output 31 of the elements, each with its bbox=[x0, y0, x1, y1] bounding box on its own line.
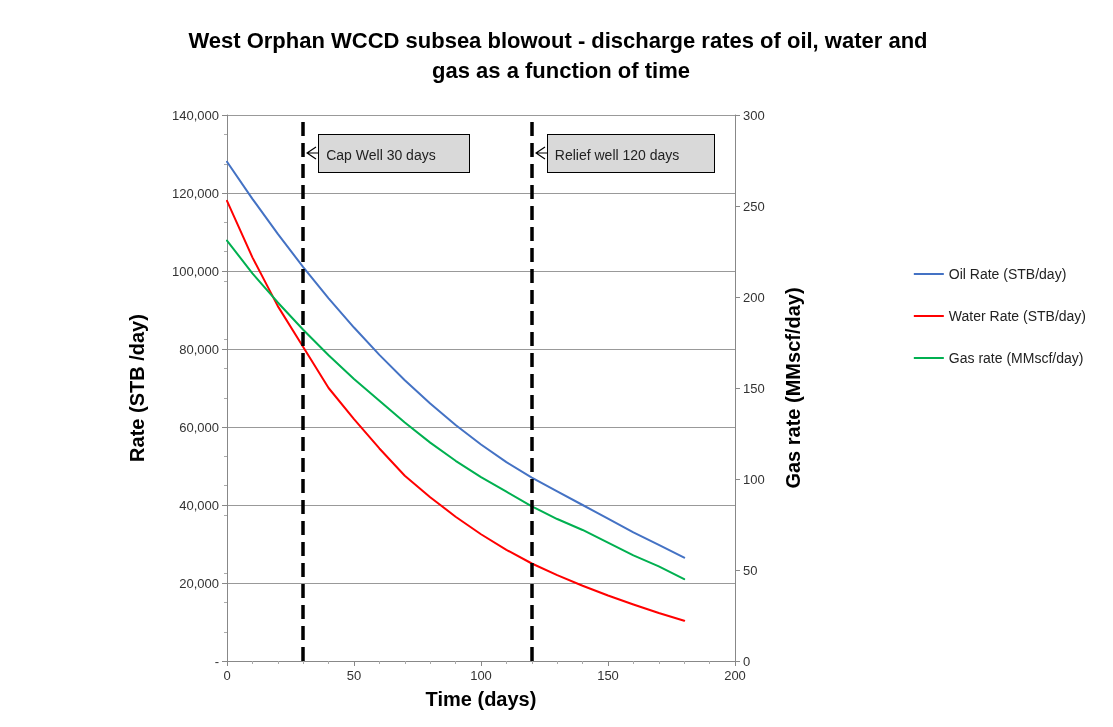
y-tick-label: 120,000 bbox=[172, 185, 219, 201]
y2-tick-label: 250 bbox=[743, 198, 765, 214]
y2-tick-label: 150 bbox=[743, 380, 765, 396]
x-tick-label: 100 bbox=[470, 668, 492, 683]
x-tick-label: 200 bbox=[724, 668, 746, 683]
legend-label: Oil Rate (STB/day) bbox=[948, 266, 1067, 282]
y-tick-label: 140,000 bbox=[172, 107, 219, 123]
ref-line-label: Cap Well 30 days bbox=[326, 147, 436, 163]
x-tick-label: 150 bbox=[597, 668, 619, 683]
y2-tick-label: 50 bbox=[743, 562, 758, 578]
line-series bbox=[226, 239, 686, 581]
y2-tick-label: 0 bbox=[743, 653, 751, 669]
y2-tick-label: 300 bbox=[743, 107, 765, 123]
y-tick-label: 60,000 bbox=[179, 419, 219, 435]
y-tick-label: 40,000 bbox=[179, 497, 219, 513]
x-tick-label: 50 bbox=[346, 668, 362, 683]
y-tick-label: 100,000 bbox=[172, 263, 219, 279]
legend-label: Water Rate (STB/day) bbox=[948, 308, 1086, 324]
legend-label: Gas rate (MMscf/day) bbox=[948, 350, 1084, 366]
y-tick-label: - bbox=[214, 653, 219, 669]
ref-line-label: Relief well 120 days bbox=[554, 147, 680, 163]
y2-axis-title: Gas rate (MMscf/day) bbox=[782, 287, 804, 489]
chart-title: West Orphan WCCD subsea blowout - discharge rates of oil, water and gas as a function of time bbox=[188, 27, 934, 83]
y-axis-title: Rate (STB /day) bbox=[126, 314, 148, 462]
y-tick-label: 20,000 bbox=[179, 575, 219, 591]
y2-tick-label: 100 bbox=[743, 471, 765, 487]
line-series bbox=[226, 199, 686, 622]
x-axis-title: Time (days) bbox=[425, 688, 537, 710]
x-tick-label: 0 bbox=[223, 668, 231, 683]
y-tick-label: 80,000 bbox=[179, 341, 219, 357]
y2-tick-label: 200 bbox=[743, 289, 765, 305]
